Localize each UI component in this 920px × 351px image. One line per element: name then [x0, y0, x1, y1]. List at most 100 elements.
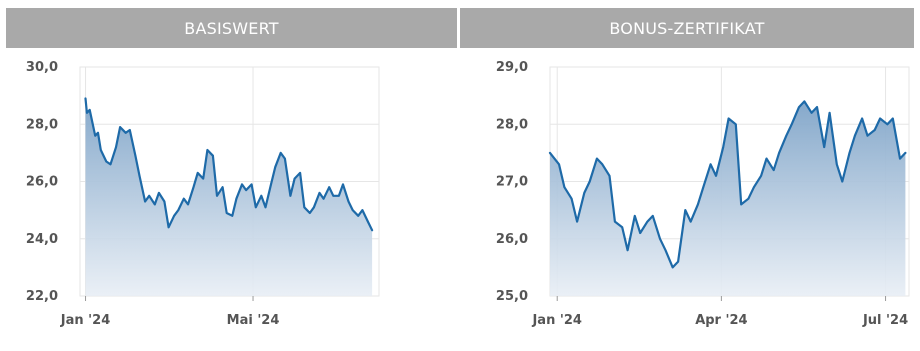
data-point-bonus: [608, 175, 611, 177]
data-point-basiswert: [148, 195, 150, 197]
data-point-basiswert: [241, 183, 243, 186]
data-point-basiswert: [332, 195, 335, 197]
series-area-basiswert: [85, 98, 373, 296]
data-point-basiswert: [299, 172, 301, 174]
data-point-bonus: [810, 112, 813, 114]
data-point-bonus: [549, 152, 551, 154]
data-point-basiswert: [167, 226, 170, 229]
data-point-basiswert: [105, 160, 108, 163]
data-point-bonus: [785, 134, 788, 137]
x-tick-label-bonus: Jul '24: [862, 313, 908, 328]
data-point-bonus: [722, 146, 724, 148]
data-point-basiswert: [371, 229, 373, 231]
x-tick-label-bonus: Jan '24: [531, 313, 581, 328]
data-point-basiswert: [183, 197, 185, 200]
y-tick-label-basiswert: 26,0: [26, 175, 58, 190]
data-point-bonus: [778, 152, 780, 154]
data-point-basiswert: [177, 209, 180, 211]
data-point-basiswert: [264, 206, 267, 209]
header-basiswert: BASISWERT: [6, 8, 457, 48]
data-point-basiswert: [322, 197, 325, 200]
data-point-bonus: [664, 249, 667, 251]
data-point-bonus: [848, 152, 851, 154]
data-point-basiswert: [94, 134, 96, 137]
data-point-basiswert: [84, 97, 87, 100]
data-point-bonus: [828, 112, 831, 114]
data-point-basiswert: [119, 126, 121, 128]
data-point-bonus: [709, 163, 712, 166]
data-point-basiswert: [173, 215, 175, 217]
data-point-bonus: [886, 123, 889, 126]
data-point-bonus: [697, 203, 699, 206]
data-point-basiswert: [309, 212, 311, 214]
data-point-bonus: [558, 163, 560, 166]
data-point-bonus: [861, 117, 863, 120]
data-point-bonus: [570, 197, 573, 200]
data-point-bonus: [639, 232, 641, 234]
y-tick-label-basiswert: 22,0: [26, 289, 58, 304]
data-point-bonus: [583, 192, 586, 194]
data-point-basiswert: [100, 149, 102, 151]
data-point-bonus: [727, 117, 730, 120]
y-tick-label-basiswert: 30,0: [26, 60, 58, 75]
series-area-bonus: [550, 101, 906, 297]
data-point-bonus: [684, 209, 687, 211]
data-point-bonus: [790, 123, 793, 126]
data-point-bonus: [677, 260, 679, 263]
data-point-bonus: [841, 180, 844, 183]
data-point-bonus: [892, 117, 894, 120]
data-point-basiswert: [342, 183, 344, 186]
data-point-basiswert: [313, 206, 315, 209]
data-point-bonus: [803, 100, 806, 103]
data-point-basiswert: [192, 186, 195, 188]
data-point-bonus: [652, 215, 654, 217]
data-point-basiswert: [154, 203, 156, 206]
data-point-basiswert: [225, 212, 228, 214]
data-point-basiswert: [86, 112, 88, 114]
data-point-basiswert: [206, 149, 209, 151]
data-point-bonus: [626, 249, 629, 251]
y-tick-label-bonus: 29,0: [496, 60, 528, 75]
data-point-bonus: [836, 163, 838, 166]
data-point-basiswert: [231, 215, 234, 217]
data-point-bonus: [614, 220, 616, 223]
data-point-basiswert: [163, 200, 166, 203]
data-point-basiswert: [318, 192, 321, 194]
data-point-basiswert: [328, 186, 331, 188]
x-tick-label-bonus: Apr '24: [695, 313, 747, 328]
data-point-bonus: [702, 186, 705, 188]
data-point-bonus: [854, 134, 856, 137]
data-point-basiswert: [289, 195, 292, 197]
data-point-basiswert: [260, 195, 263, 197]
series-line-basiswert: [84, 97, 374, 232]
data-point-bonus: [634, 215, 636, 217]
data-point-basiswert: [109, 163, 112, 166]
y-tick-label-bonus: 27,0: [496, 175, 528, 190]
data-point-basiswert: [97, 132, 99, 134]
data-point-bonus: [715, 175, 717, 177]
data-point-basiswert: [338, 195, 340, 197]
data-point-basiswert: [357, 215, 360, 217]
data-point-basiswert: [250, 183, 253, 186]
data-point-bonus: [765, 157, 768, 160]
data-point-basiswert: [279, 152, 282, 154]
data-point-bonus: [689, 220, 692, 223]
data-point-basiswert: [293, 177, 296, 180]
data-point-basiswert: [158, 192, 160, 194]
data-point-basiswert: [351, 209, 354, 211]
data-point-bonus: [563, 186, 566, 188]
y-tick-label-basiswert: 24,0: [26, 232, 58, 247]
data-point-bonus: [659, 238, 661, 240]
data-point-basiswert: [361, 209, 364, 211]
data-point-basiswert: [202, 177, 204, 180]
data-point-basiswert: [144, 200, 146, 203]
data-point-bonus: [671, 266, 674, 269]
data-point-bonus: [879, 117, 881, 120]
data-point-basiswert: [367, 220, 369, 223]
data-point-basiswert: [255, 206, 257, 209]
data-point-bonus: [596, 157, 598, 160]
data-point-basiswert: [196, 172, 199, 174]
data-point-basiswert: [115, 146, 117, 148]
